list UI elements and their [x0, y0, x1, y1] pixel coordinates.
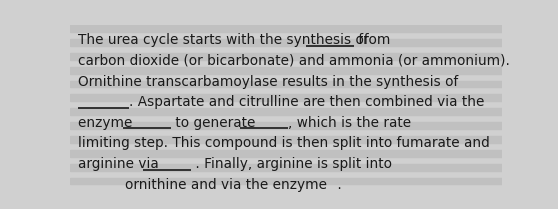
Text: .: . [333, 178, 342, 192]
Text: from: from [354, 33, 391, 47]
Bar [70, 25, 502, 32]
Bar [70, 164, 502, 171]
Bar [70, 80, 502, 87]
Text: . Aspartate and citrulline are then combined via the: . Aspartate and citrulline are then comb… [129, 95, 484, 109]
Text: . Finally, arginine is split into: . Finally, arginine is split into [191, 157, 392, 171]
Text: enzyme: enzyme [78, 116, 136, 130]
Bar [70, 53, 502, 60]
Bar [70, 94, 502, 101]
Text: The urea cycle starts with the synthesis of: The urea cycle starts with the synthesis… [78, 33, 373, 47]
Bar [70, 122, 502, 129]
Bar [70, 150, 502, 157]
Text: arginine via: arginine via [78, 157, 162, 171]
Bar [70, 177, 502, 185]
Text: to generate: to generate [171, 116, 259, 130]
Bar [70, 39, 502, 46]
Text: limiting step. This compound is then split into fumarate and: limiting step. This compound is then spl… [78, 136, 489, 150]
Text: Ornithine transcarbamoylase results in the synthesis of: Ornithine transcarbamoylase results in t… [78, 75, 458, 89]
Text: , which is the rate: , which is the rate [288, 116, 411, 130]
Text: ornithine and via the enzyme: ornithine and via the enzyme [126, 178, 332, 192]
Bar [70, 108, 502, 115]
Bar [70, 136, 502, 143]
Text: carbon dioxide (or bicarbonate) and ammonia (or ammonium).: carbon dioxide (or bicarbonate) and ammo… [78, 54, 509, 68]
Bar [70, 67, 502, 74]
